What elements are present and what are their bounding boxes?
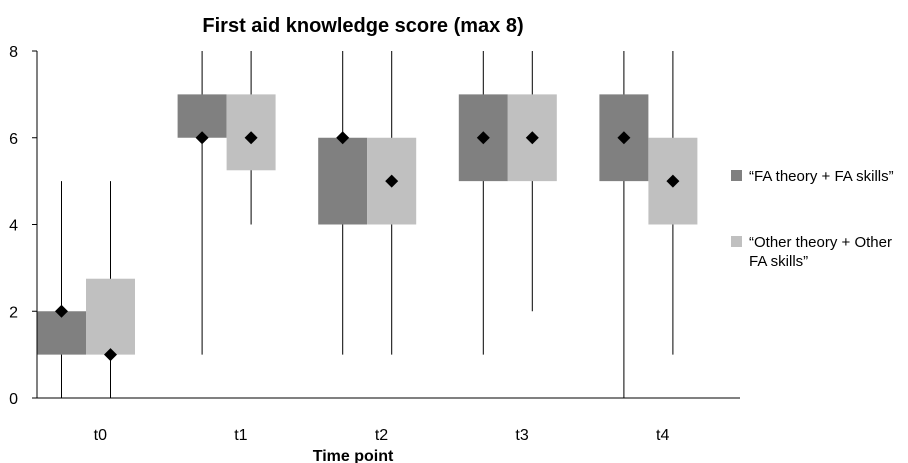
y-tick-label: 2 — [9, 304, 18, 321]
median-marker — [336, 131, 350, 145]
x-tick-label: t4 — [656, 427, 669, 444]
legend-label: “Other theory + Other FA skills” — [749, 234, 892, 270]
y-tick-label: 0 — [9, 391, 18, 408]
box — [177, 94, 227, 138]
median-marker — [385, 174, 399, 188]
y-tick-label: 6 — [9, 131, 18, 148]
y-tick-label: 4 — [9, 218, 18, 235]
legend-label-line: “Other theory + Other — [749, 234, 892, 251]
median-marker — [617, 131, 631, 145]
y-axis: 0 2 4 6 8 — [9, 44, 38, 408]
legend-item: “FA theory + FA skills” — [731, 168, 894, 185]
median-marker — [525, 131, 539, 145]
box — [318, 137, 368, 225]
box — [37, 311, 86, 355]
median-marker — [244, 131, 258, 145]
legend: “FA theory + FA skills” “Other theory + O… — [731, 168, 894, 270]
x-axis-label: Time point — [313, 448, 394, 463]
median-marker — [104, 348, 117, 362]
legend-swatch — [731, 236, 742, 247]
legend-label-line: FA skills” — [749, 253, 808, 270]
chart-title: First aid knowledge score (max 8) — [202, 15, 523, 37]
legend-swatch — [731, 170, 742, 181]
median-marker — [195, 131, 209, 145]
box — [86, 278, 135, 355]
x-tick-label: t1 — [234, 427, 247, 444]
x-tick-label: t3 — [515, 427, 528, 444]
median-marker — [55, 304, 68, 318]
y-tick-label: 8 — [9, 44, 18, 61]
x-tick-label: t2 — [375, 427, 388, 444]
plot-area — [37, 51, 698, 398]
median-marker — [476, 131, 490, 145]
median-marker — [666, 174, 680, 188]
legend-label: “FA theory + FA skills” — [749, 168, 894, 185]
legend-item: “Other theory + Other FA skills” — [731, 234, 892, 270]
x-tick-label: t0 — [94, 427, 107, 444]
x-axis: t0 t1 t2 t3 t4 — [37, 397, 740, 444]
